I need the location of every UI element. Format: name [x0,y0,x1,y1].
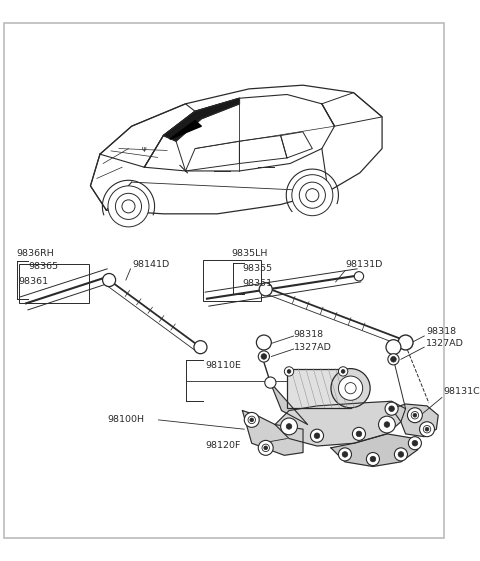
Text: 98351: 98351 [242,279,273,288]
Text: 98141D: 98141D [132,260,169,269]
Circle shape [386,340,401,355]
Circle shape [411,412,419,419]
Circle shape [345,383,356,394]
Circle shape [342,452,348,457]
Circle shape [250,418,253,422]
Text: 98120F: 98120F [205,442,240,450]
Circle shape [408,408,422,422]
Text: 98365: 98365 [28,263,58,272]
Circle shape [338,448,351,461]
Circle shape [259,283,272,296]
Circle shape [370,456,376,462]
Circle shape [248,416,255,424]
Circle shape [354,272,364,281]
Circle shape [423,425,431,433]
Circle shape [105,277,114,287]
Circle shape [262,444,269,452]
Text: 98361: 98361 [19,277,49,287]
Circle shape [356,431,362,436]
Bar [287,369,350,408]
Circle shape [258,440,273,456]
Circle shape [398,452,404,457]
Circle shape [194,341,207,353]
Text: 98131C: 98131C [444,388,480,397]
Bar [203,260,261,301]
Circle shape [265,377,276,388]
Circle shape [108,186,149,227]
Text: 98318: 98318 [426,327,456,336]
Circle shape [284,367,294,376]
Circle shape [352,427,365,440]
Circle shape [385,402,398,415]
Text: 1327AD: 1327AD [426,339,464,348]
Circle shape [395,448,408,461]
Polygon shape [170,121,202,139]
Circle shape [286,424,292,429]
Polygon shape [270,383,308,425]
Circle shape [398,335,413,350]
Circle shape [338,367,348,376]
Polygon shape [331,434,418,467]
Circle shape [331,369,370,408]
Circle shape [256,335,271,350]
Circle shape [425,427,429,431]
Bar [19,264,89,304]
Circle shape [338,376,363,401]
Text: 98110E: 98110E [205,361,241,370]
Circle shape [388,353,399,365]
Circle shape [122,200,135,213]
Polygon shape [392,404,438,436]
Circle shape [311,429,324,442]
Text: 98318: 98318 [294,330,324,339]
Circle shape [103,274,116,287]
Circle shape [420,422,434,436]
Circle shape [287,370,291,373]
Circle shape [306,188,319,202]
Circle shape [389,406,395,412]
Circle shape [314,433,320,439]
Circle shape [264,446,267,450]
Circle shape [408,436,421,450]
Circle shape [341,370,345,373]
Polygon shape [163,98,240,141]
Circle shape [115,194,142,219]
Circle shape [412,440,418,446]
Circle shape [300,182,325,208]
Text: 1327AD: 1327AD [294,343,332,352]
Polygon shape [242,411,303,456]
Text: 98355: 98355 [242,264,273,273]
Text: ψ: ψ [142,145,147,151]
Circle shape [391,356,396,362]
Circle shape [384,422,390,427]
Polygon shape [275,401,406,446]
Circle shape [292,174,333,215]
Circle shape [258,351,269,362]
Circle shape [244,412,259,427]
Text: 9835LH: 9835LH [231,250,267,259]
Circle shape [261,353,267,359]
Circle shape [379,416,396,433]
Circle shape [281,418,298,435]
Circle shape [413,413,417,417]
Text: 98131D: 98131D [345,260,383,269]
Text: 98100H: 98100H [107,415,144,424]
Text: 9836RH: 9836RH [17,250,55,259]
Circle shape [366,453,380,466]
